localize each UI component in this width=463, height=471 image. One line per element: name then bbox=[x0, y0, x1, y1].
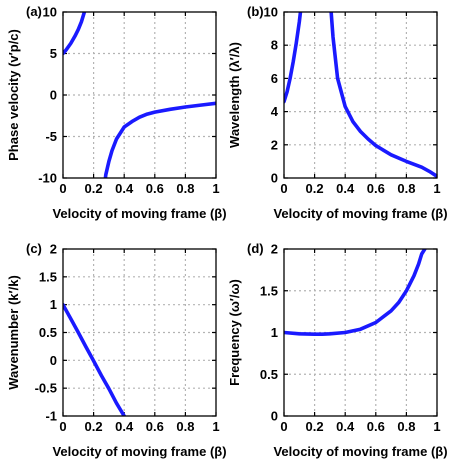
panel-1-xlabel: Velocity of moving frame (β) bbox=[52, 206, 226, 221]
panel-1-ytick-label-4: 10 bbox=[43, 5, 57, 20]
panel-2-xlabel: Velocity of moving frame (β) bbox=[273, 206, 447, 221]
panel-4-ytick-label-1: 0.5 bbox=[260, 367, 278, 382]
panel-1-ylabel: Phase velocity (v′p/c) bbox=[6, 29, 21, 161]
panel-3-ytick-label-3: 0.5 bbox=[39, 325, 57, 340]
panel-1-xtick-label-0: 0 bbox=[59, 181, 66, 196]
panel-2-series-line-1 bbox=[284, 12, 303, 104]
panel-1-xtick-label-1: 0.2 bbox=[85, 181, 103, 196]
panel-3-ytick-label-2: 0 bbox=[50, 353, 57, 368]
panel-2-ytick-label-1: 2 bbox=[271, 137, 278, 152]
panel-2-frame bbox=[283, 11, 438, 179]
panel-2-xtick-label-4: 0.8 bbox=[397, 181, 415, 196]
panel-2-ytick-label-3: 6 bbox=[271, 71, 278, 86]
panel-3-ytick-label-6: 2 bbox=[50, 242, 57, 257]
panel-2-ytick-label-2: 4 bbox=[271, 104, 279, 119]
panel-3-ytick-label-0: -1 bbox=[45, 409, 57, 424]
panel-4: 0 0.2 0.4 0.6 0.8 1 0 0.5 1 1.5 2 (d) Velocity of mo… bbox=[227, 241, 448, 459]
panel-3-xtick-label-2: 0.4 bbox=[115, 419, 134, 434]
panel-1-xtick-label-4: 0.8 bbox=[176, 181, 194, 196]
panel-4-xtick-label-5: 1 bbox=[433, 419, 440, 434]
panel-3-tag: (c) bbox=[26, 241, 42, 256]
panel-2-ytick-label-4: 8 bbox=[271, 38, 278, 53]
panel-3-ylabel: Wavenumber (k′/k) bbox=[6, 275, 21, 390]
panel-4-xtick-label-2: 0.4 bbox=[336, 419, 355, 434]
panel-2-xtick-label-3: 0.6 bbox=[367, 181, 385, 196]
panel-2-ytick-label-5: 10 bbox=[264, 5, 278, 20]
panel-2-xtick-label-5: 1 bbox=[433, 181, 440, 196]
panel-1-tag: (a) bbox=[26, 4, 42, 19]
panel-3-xtick-label-4: 0.8 bbox=[176, 419, 194, 434]
panel-4-ytick-label-2: 1 bbox=[271, 325, 278, 340]
panel-1: 0 0.2 0.4 0.6 0.8 1 -10 -5 0 5 10(a) Velocity of mo… bbox=[6, 4, 227, 221]
panel-3-xtick-label-3: 0.6 bbox=[146, 419, 164, 434]
panel-3-xlabel: Velocity of moving frame (β) bbox=[52, 444, 226, 459]
panel-3-frame bbox=[62, 248, 217, 417]
panel-1-ytick-label-2: 0 bbox=[50, 88, 57, 103]
panel-4-ytick-label-4: 2 bbox=[271, 242, 278, 257]
panel-1-xtick-label-5: 1 bbox=[212, 181, 219, 196]
panel-3-ytick-label-4: 1 bbox=[50, 297, 57, 312]
panel-4-tag: (d) bbox=[247, 241, 264, 256]
panel-4-xtick-label-4: 0.8 bbox=[397, 419, 415, 434]
panel-3-ytick-label-5: 1.5 bbox=[39, 269, 57, 284]
panel-1-series-line-1 bbox=[63, 12, 87, 56]
panel-3-series-line-1 bbox=[63, 302, 126, 416]
panel-4-xlabel: Velocity of moving frame (β) bbox=[273, 444, 447, 459]
panel-4-ytick-label-3: 1.5 bbox=[260, 283, 278, 298]
panel-2-xtick-label-1: 0.2 bbox=[306, 181, 324, 196]
panel-1-ytick-label-1: -5 bbox=[45, 129, 57, 144]
panel-1-frame bbox=[62, 11, 217, 179]
panel-3-xtick-label-0: 0 bbox=[59, 419, 66, 434]
panel-1-series-line-2 bbox=[103, 101, 216, 178]
panel-2-ylabel: Wavelength (λ′/λ) bbox=[227, 42, 242, 148]
panel-2-ytick-label-0: 0 bbox=[271, 171, 278, 186]
panel-2-xtick-label-2: 0.4 bbox=[336, 181, 355, 196]
panel-1-ytick-label-3: 5 bbox=[50, 46, 57, 61]
panel-4-xtick-label-3: 0.6 bbox=[367, 419, 385, 434]
panel-3-xtick-label-5: 1 bbox=[212, 419, 219, 434]
panel-2-tag: (b) bbox=[247, 4, 264, 19]
panel-3: 0 0.2 0.4 0.6 0.8 1 -1 -0.5 0 0.5 1 1.5 2 (c) Velocity… bbox=[6, 241, 227, 459]
panel-3-xtick-label-1: 0.2 bbox=[85, 419, 103, 434]
panel-4-xtick-label-1: 0.2 bbox=[306, 419, 324, 434]
panel-4-xtick-label-0: 0 bbox=[280, 419, 287, 434]
panel-4-ylabel: Frequency (ω′/ω) bbox=[227, 279, 242, 386]
panel-2-xtick-label-0: 0 bbox=[280, 181, 287, 196]
panel-1-xtick-label-3: 0.6 bbox=[146, 181, 164, 196]
panel-4-series-line-1 bbox=[284, 249, 427, 336]
panel-4-ytick-label-0: 0 bbox=[271, 409, 278, 424]
panel-2-series-line-2 bbox=[329, 12, 437, 178]
panel-4-frame bbox=[283, 248, 438, 417]
panel-1-xtick-label-2: 0.4 bbox=[115, 181, 134, 196]
panel-3-ytick-label-1: -0.5 bbox=[35, 381, 57, 396]
panel-1-ytick-label-0: -10 bbox=[38, 171, 57, 186]
